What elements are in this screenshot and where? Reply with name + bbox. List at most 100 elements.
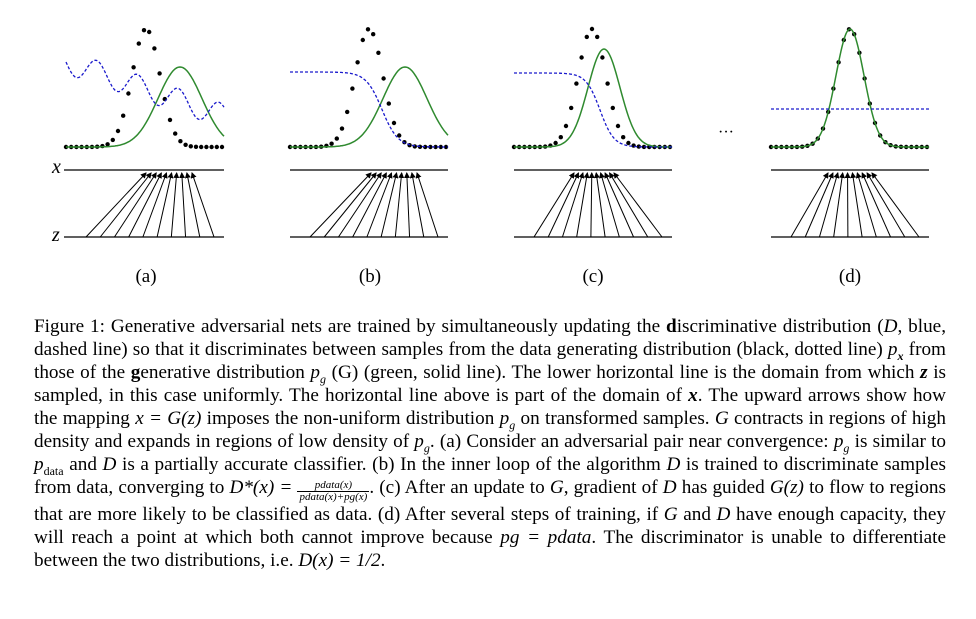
generative-distribution-b — [290, 66, 449, 148]
data-distribution-dot-c — [579, 55, 584, 60]
mapping-arrow-b — [380, 172, 399, 238]
mapping-arrow-d — [861, 172, 892, 238]
mapping-arrow-d — [871, 172, 920, 238]
data-distribution-dot-b — [350, 86, 355, 91]
data-distribution-dot-c — [641, 144, 647, 150]
data-distribution-dot-c — [615, 123, 621, 129]
mapping-arrow-a — [128, 172, 162, 238]
axis-z-label: z — [52, 224, 60, 246]
discriminator-curve-c — [514, 72, 672, 148]
data-distribution-dot-a — [157, 71, 162, 76]
data-distribution-dot-a — [147, 29, 152, 35]
data-distribution-dot-b — [386, 101, 391, 106]
mapping-arrow-b — [409, 172, 425, 238]
mapping-arrow-a — [156, 172, 174, 238]
mapping-arrow-b — [366, 172, 393, 238]
gan-figure — [63, 26, 930, 238]
mapping-arrow-d — [866, 172, 906, 238]
data-distribution-dot-c — [553, 140, 558, 146]
mapping-arrow-b — [403, 172, 411, 238]
data-distribution-dot-a — [188, 144, 193, 149]
mapping-arrow-a — [99, 172, 152, 238]
mapping-arrow-a — [114, 172, 157, 238]
panel-label-b: (b) — [358, 266, 382, 287]
data-distribution-dot-c — [636, 144, 641, 149]
mapping-arrow-c — [593, 172, 606, 238]
data-distribution-dot-a — [131, 65, 136, 70]
panel-label-a: (a) — [135, 266, 157, 287]
mapping-arrow-b — [309, 172, 372, 238]
data-distribution-dot-a — [214, 144, 219, 150]
data-distribution-dot-a — [209, 144, 214, 150]
data-distribution-dot-c — [605, 81, 610, 86]
mapping-arrow-c — [576, 172, 590, 238]
data-distribution-dot-a — [199, 144, 204, 150]
data-distribution-dot-b — [397, 133, 402, 138]
ellipsis: ··· — [718, 124, 734, 141]
data-distribution-dot-c — [584, 34, 589, 40]
data-distribution-dot-b — [371, 32, 376, 37]
generative-distribution-c — [514, 48, 672, 148]
mapping-arrow-d — [855, 172, 877, 238]
mapping-arrow-a — [170, 172, 180, 238]
data-distribution-dot-b — [345, 109, 350, 115]
mapping-arrow-b — [394, 172, 405, 238]
mapping-arrow-a — [184, 172, 201, 238]
data-distribution-dot-a — [183, 142, 188, 147]
data-distribution-dot-b — [391, 120, 397, 126]
mapping-arrow-c — [561, 172, 585, 238]
data-distribution-dot-b — [360, 37, 365, 43]
mapping-arrow-d — [804, 172, 834, 238]
final-equation: D(x) = 1/2 — [298, 550, 381, 571]
mapping-arrow-c — [613, 172, 663, 238]
data-distribution-dot-a — [141, 28, 147, 33]
mapping-arrow-d — [850, 172, 863, 238]
data-distribution-dot-a — [167, 117, 173, 123]
data-distribution-dot-b — [329, 141, 334, 146]
data-distribution-dot-c — [600, 55, 605, 60]
data-distribution-dot-a — [121, 113, 126, 118]
mapping-equation: x = G(z) — [135, 408, 202, 429]
data-distribution-dot-b — [381, 76, 386, 81]
mapping-arrow-d — [790, 172, 829, 238]
mapping-arrow-b — [352, 172, 387, 238]
data-distribution-dot-a — [204, 144, 209, 150]
data-distribution-dot-a — [115, 128, 121, 134]
generative-distribution-a — [66, 66, 225, 148]
data-distribution-dot-a — [152, 46, 157, 51]
figure-number: Figure 1: — [34, 316, 105, 337]
mapping-arrow-a — [142, 172, 168, 238]
data-distribution-dot-b — [428, 144, 433, 150]
data-distribution-dot-c — [574, 81, 579, 86]
mapping-arrow-c — [609, 172, 649, 238]
convergence-equation: pg = pdata — [500, 527, 592, 548]
mapping-arrow-d — [833, 172, 845, 238]
mapping-arrow-a — [190, 172, 215, 238]
data-distribution-dot-a — [105, 142, 110, 147]
data-distribution-dot-c — [589, 26, 595, 32]
mapping-arrow-c — [599, 172, 620, 238]
data-distribution-dot-c — [563, 123, 569, 129]
axis-x-label: x — [52, 156, 61, 178]
mapping-arrow-c — [604, 172, 635, 238]
data-distribution-dot-c — [610, 105, 615, 111]
data-distribution-dot-b — [376, 50, 381, 55]
data-distribution-dot-a — [110, 137, 116, 143]
panel-label-d: (d) — [838, 266, 862, 287]
data-distribution-dot-a — [173, 131, 178, 136]
data-distribution-dot-b — [438, 144, 443, 150]
data-distribution-dot-a — [193, 144, 199, 149]
generative-distribution-d — [771, 28, 929, 148]
data-distribution-dot-b — [433, 144, 438, 150]
data-distribution-dot-a — [178, 139, 183, 144]
data-distribution-dot-a — [136, 41, 141, 46]
figure-caption: Figure 1: Generative adversarial nets ar… — [34, 316, 947, 571]
mapping-arrow-b — [323, 172, 377, 238]
mapping-arrow-c — [533, 172, 575, 238]
data-distribution-dot-b — [365, 27, 371, 32]
data-distribution-dot-c — [558, 135, 563, 140]
data-distribution-dot-a — [219, 144, 225, 150]
data-distribution-dot-b — [443, 144, 449, 150]
data-distribution-dot-b — [339, 126, 345, 131]
mapping-arrow-a — [85, 172, 147, 238]
